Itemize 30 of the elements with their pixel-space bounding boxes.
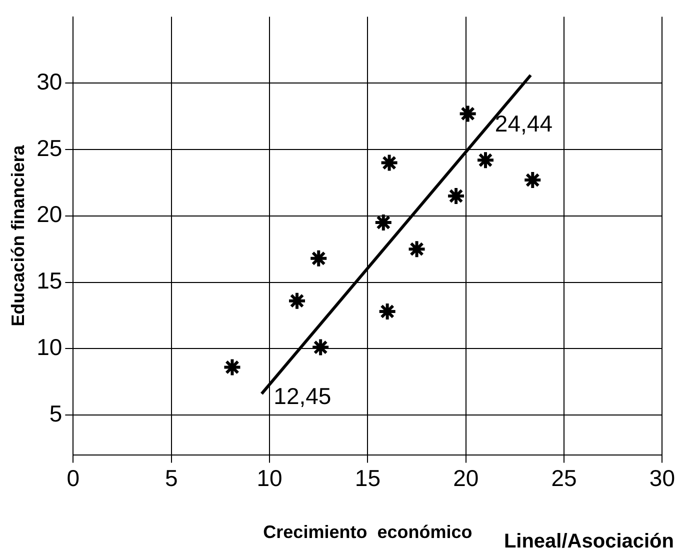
point bbox=[523, 170, 542, 190]
annotation: 24,44 bbox=[494, 110, 553, 137]
text: Lineal/Asociación bbox=[504, 530, 674, 552]
point bbox=[288, 291, 307, 310]
y-tick-label: 5 bbox=[49, 400, 62, 426]
y-tick-label: 25 bbox=[36, 134, 62, 161]
y-tick-label: 15 bbox=[36, 268, 62, 294]
x-tick-label: 15 bbox=[354, 464, 380, 491]
x-tick-label: 5 bbox=[164, 464, 178, 491]
x-axis-title: Crecimiento económico bbox=[263, 522, 472, 542]
point bbox=[476, 150, 495, 170]
y-axis-title: Educación financiera bbox=[8, 144, 28, 326]
point bbox=[458, 104, 478, 124]
x-tick-label: 20 bbox=[453, 464, 479, 491]
point bbox=[446, 186, 466, 206]
y-tick-label: 30 bbox=[36, 68, 62, 95]
x-tick-label: 25 bbox=[551, 464, 577, 491]
annotation: 12,45 bbox=[274, 383, 332, 410]
x-tick-label: 10 bbox=[256, 464, 282, 491]
y-tick-label: 10 bbox=[36, 334, 62, 360]
point bbox=[222, 358, 242, 377]
y-tick-label: 20 bbox=[36, 201, 62, 228]
x-tick-label: 30 bbox=[649, 464, 676, 491]
point bbox=[309, 248, 328, 268]
point bbox=[407, 240, 426, 259]
point bbox=[311, 338, 330, 357]
point bbox=[378, 302, 397, 321]
point bbox=[380, 153, 399, 172]
x-tick-label: 0 bbox=[66, 464, 80, 491]
point bbox=[374, 213, 393, 232]
